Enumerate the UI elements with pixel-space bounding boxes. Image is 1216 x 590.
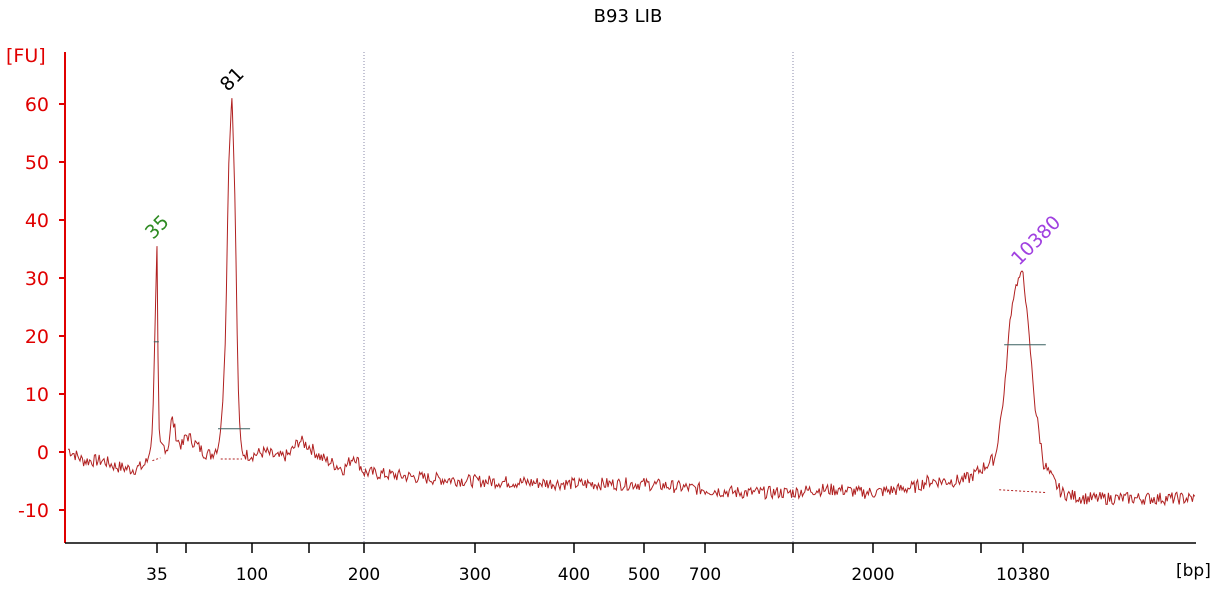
x-tick-label: 100 xyxy=(236,565,268,585)
peak-baseline xyxy=(999,489,1046,494)
marker-layer xyxy=(153,341,1046,430)
peak-label: 35 xyxy=(141,211,174,244)
y-tick-label: 0 xyxy=(37,442,49,464)
peak-label: 10380 xyxy=(1007,211,1065,269)
x-tick-label: 500 xyxy=(628,565,660,585)
x-tick-label: 700 xyxy=(689,565,721,585)
x-tick-label: 10380 xyxy=(996,565,1050,585)
trace-layer xyxy=(68,98,1196,507)
y-tick-label: -10 xyxy=(18,500,49,522)
y-tick-label: 50 xyxy=(25,152,49,174)
x-tick-label: 300 xyxy=(459,565,491,585)
y-tick-label: 20 xyxy=(25,326,49,348)
y-tick-label: 10 xyxy=(25,384,49,406)
x-tick-label: 200 xyxy=(348,565,380,585)
peak-label: 81 xyxy=(216,63,249,96)
series-trace xyxy=(68,98,1196,507)
x-tick-label: 35 xyxy=(146,565,168,585)
peak-baseline xyxy=(152,457,161,462)
x-tick-label: 400 xyxy=(558,565,590,585)
axis-layer: -10 0 10 20 30 40 50 60 35 100 200 300 400 500 700 2000… xyxy=(18,52,1196,585)
y-tick-label: 30 xyxy=(25,268,49,290)
baseline-layer xyxy=(152,457,1046,494)
y-tick-label: 60 xyxy=(25,94,49,116)
x-tick-label: 2000 xyxy=(851,565,894,585)
x-axis-label: [bp] xyxy=(1176,561,1211,581)
label-layer: 35 81 10380 xyxy=(141,63,1065,270)
y-axis-label: [FU] xyxy=(6,45,46,67)
chart-title: B93 LIB xyxy=(594,6,663,27)
grid-layer xyxy=(363,52,794,543)
y-tick-label: 40 xyxy=(25,210,49,232)
